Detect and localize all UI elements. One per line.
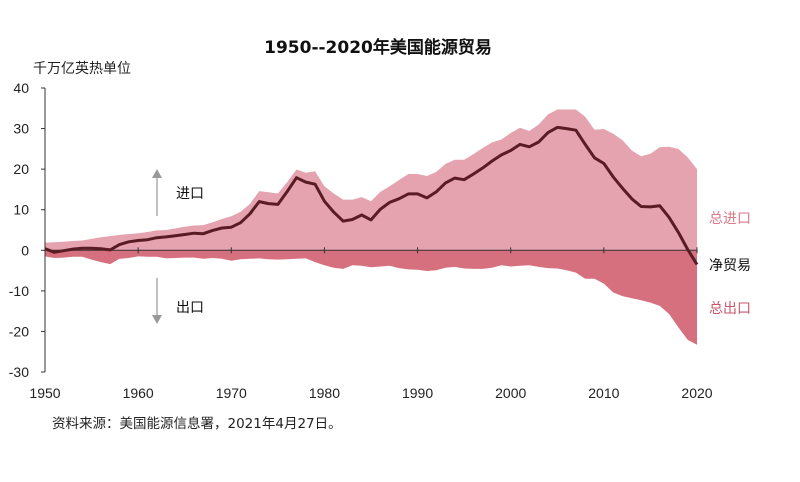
series-total-exports-area: [45, 250, 697, 345]
y-tick-label: 30: [13, 121, 29, 137]
snowball-logo-icon: [629, 447, 651, 469]
export-annotation: 出口: [176, 300, 204, 316]
x-tick-label: 1970: [216, 385, 247, 401]
x-tick-label: 1960: [123, 385, 154, 401]
y-tick-label: 0: [21, 242, 29, 258]
import-arrow-icon: [152, 169, 162, 216]
y-tick-label: 40: [13, 80, 29, 96]
export-arrow-icon: [152, 278, 162, 324]
y-axis-unit-label: 千万亿英热单位: [33, 60, 131, 77]
axis-layer: [41, 87, 698, 373]
import-annotation: 进口: [176, 186, 204, 202]
y-tick-label: -20: [9, 323, 29, 339]
line-layer: [44, 125, 699, 266]
x-tick-label: 2000: [495, 385, 526, 401]
area-layer: [45, 109, 697, 345]
chart-title: 1950--2020年美国能源贸易: [264, 37, 492, 58]
y-tick-label: -30: [9, 364, 29, 380]
watermark-text: 雪球：紘霖: [656, 448, 746, 470]
legend-total-exports: 总出口: [709, 301, 751, 317]
source-note: 资料来源：美国能源信息署，2021年4月27日。: [52, 415, 342, 432]
y-tick-label: 10: [13, 202, 29, 218]
series-net-trade-line: [44, 125, 699, 266]
y-tick-label: 20: [13, 161, 29, 177]
legend-net-trade: 净贸易: [709, 258, 751, 274]
x-tick-label: 1950: [29, 385, 60, 401]
x-tick-label: 2020: [681, 385, 712, 401]
x-tick-label: 1980: [309, 385, 340, 401]
y-tick-label: -10: [9, 283, 29, 299]
legend-total-imports: 总进口: [709, 211, 751, 227]
x-tick-label: 1990: [402, 385, 433, 401]
series-total-imports-area: [45, 109, 697, 251]
watermark: 雪球：紘霖: [629, 447, 746, 470]
x-tick-label: 2010: [588, 385, 619, 401]
